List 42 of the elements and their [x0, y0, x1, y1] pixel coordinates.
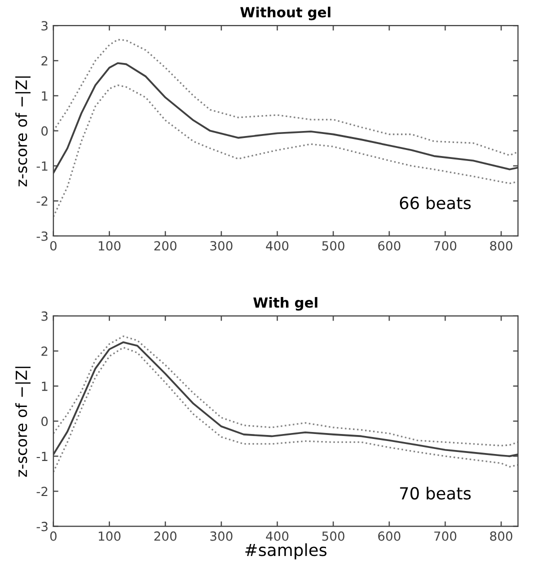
y-tick-label: 2 [42, 346, 48, 356]
x-tick-label: 600 [378, 531, 400, 541]
x-tick-label: 200 [154, 241, 176, 251]
x-tick-label: 400 [266, 241, 288, 251]
y-tick-label: 2 [42, 56, 48, 66]
y-tick-label: 3 [42, 311, 48, 321]
x-tick-label: 800 [490, 241, 512, 251]
line-series [53, 346, 518, 473]
x-tick-label: 0 [50, 531, 57, 541]
x-tick-label: 700 [434, 531, 456, 541]
x-tick-label: 300 [210, 531, 232, 541]
chart-title: Without gel [240, 6, 330, 20]
x-tick-label: 0 [50, 241, 57, 251]
x-tick-label: 100 [98, 531, 120, 541]
y-tick-label: -3 [36, 522, 48, 532]
x-axis-title: #samples [245, 543, 326, 560]
y-tick-label: -2 [36, 486, 48, 496]
x-tick-label: 400 [266, 531, 288, 541]
y-tick-label: 0 [41, 126, 48, 136]
y-tick-label: -2 [36, 196, 48, 206]
y-tick-label: -1 [36, 452, 48, 461]
y-axis-title: z-score of −|Z| [15, 76, 31, 186]
x-tick-label: 500 [322, 531, 344, 541]
chart-title: With gel [253, 297, 318, 311]
line-series [53, 84, 518, 218]
x-tick-label: 200 [154, 531, 176, 541]
y-tick-label: -3 [36, 231, 48, 241]
x-tick-label: 800 [490, 531, 512, 541]
annotation: 66 beats [400, 196, 471, 210]
x-tick-label: 500 [322, 241, 344, 251]
x-tick-label: 700 [434, 241, 456, 251]
x-tick-label: 600 [378, 241, 400, 251]
x-tick-label: 100 [98, 241, 120, 251]
y-tick-label: 0 [41, 416, 48, 426]
line-series [53, 38, 518, 156]
y-axis-title: z-score of −|Z| [15, 366, 31, 477]
y-tick-label: -1 [36, 162, 48, 171]
y-tick-label: 3 [42, 21, 48, 31]
x-tick-label: 300 [210, 241, 232, 251]
y-tick-label: 1 [42, 91, 48, 100]
annotation: 70 beats [400, 486, 471, 500]
y-tick-label: 1 [42, 382, 48, 391]
